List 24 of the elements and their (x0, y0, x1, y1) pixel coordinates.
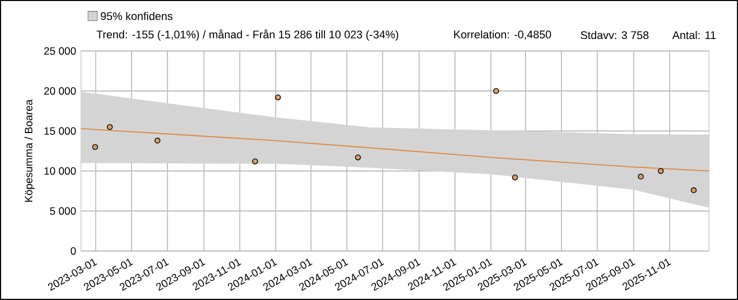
y-axis-title: Köpesumma / Boarea (24, 99, 35, 202)
point (252, 158, 258, 164)
point (92, 144, 98, 150)
text: Trend: -155 (-1,01%) / månad - Från 15 286 till 10 023 (-34%) (96, 29, 398, 41)
point (690, 187, 697, 194)
text: Antal: 11 (672, 30, 716, 40)
line-series (81, 128, 710, 172)
y-tick-label: 15 000 (44, 127, 76, 135)
point (638, 174, 644, 180)
point (512, 174, 518, 180)
y-tick-label: 0 (70, 247, 76, 255)
text: 95% konfidens (100, 12, 172, 20)
point (106, 124, 113, 130)
text: Korrelation: -0,4850 (454, 30, 552, 40)
text: Stdavv: 3 758 (580, 30, 648, 40)
y-tick-label: 5 000 (50, 207, 76, 215)
point (275, 94, 281, 100)
point (154, 138, 160, 144)
point (658, 168, 664, 174)
point (493, 88, 500, 94)
y-tick-label: 25 000 (44, 47, 76, 55)
y-tick-label: 20 000 (44, 87, 76, 95)
y-tick-label: 10 000 (44, 167, 76, 175)
point (355, 154, 361, 160)
